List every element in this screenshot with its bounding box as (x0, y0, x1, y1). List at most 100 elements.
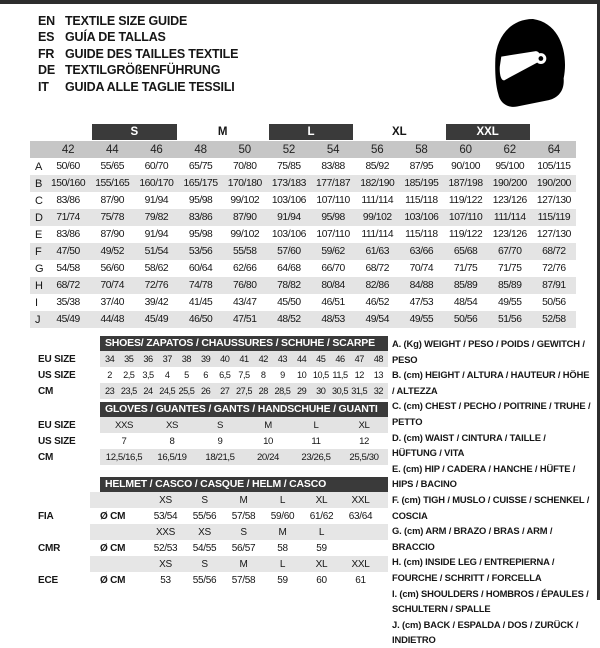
measure-value: 115/118 (405, 195, 438, 206)
measure-value: 83/86 (56, 229, 80, 240)
measure-value: 91/94 (277, 212, 301, 223)
measure-value: 127/130 (536, 195, 572, 206)
measure-value: 111/114 (361, 229, 394, 240)
measure-value: 60/64 (188, 263, 213, 274)
helmet-size-table: HELMET / CASCO / CASQUE / HELM / CASCO X… (38, 477, 388, 588)
measure-value: 37/40 (100, 297, 124, 308)
measure-row-e: E 83/86 87/90 91/94 95/98 99/102 103/106 107/11… (30, 226, 576, 243)
measure-value: 60/70 (144, 161, 169, 172)
measure-value: 160/170 (139, 178, 174, 189)
measure-value: 58/62 (144, 263, 169, 274)
sub-value: XS (166, 419, 178, 431)
sub-value: 45 (316, 354, 326, 364)
sub-value: 7,5 (238, 370, 250, 380)
helmet-value: 61/62 (309, 510, 334, 522)
sub-value: 23/26,5 (301, 451, 331, 463)
measure-value: 150/160 (51, 178, 86, 189)
language-code: FR (38, 46, 55, 61)
measure-value: 54/58 (56, 263, 80, 274)
sub-value: 2 (107, 370, 112, 380)
helmet-value: 61 (355, 574, 366, 586)
measure-value: 70/80 (232, 161, 257, 172)
measure-value: 111/114 (361, 195, 394, 206)
helmet-size-label: XL (315, 558, 328, 570)
measure-value: 43/47 (232, 297, 257, 308)
measure-value: 95/98 (188, 229, 213, 240)
measure-value: 46/50 (188, 314, 213, 325)
size-group-xxl: XXL (445, 124, 530, 140)
gloves-table-title: GLOVES / GUANTES / GANTS / HANDSCHUHE / … (100, 402, 388, 417)
sub-value: 48 (373, 354, 384, 364)
diameter-unit: Ø CM (100, 542, 126, 554)
sub-value: 12 (359, 435, 369, 447)
sub-value: 16,5/19 (157, 451, 187, 463)
helmet-value-row-ece: ECE Ø CM 53 55/56 57/58 59 60 61 (38, 572, 388, 588)
measure-row-h: H 68/72 70/74 72/76 74/78 76/80 78/82 80/84 82/8… (30, 277, 576, 294)
size-number-54: 54 (326, 143, 340, 156)
size-group-row: S M L XL XXL (30, 122, 576, 141)
legend-item-i: I. (cm) SHOULDERS / HOMBROS / ÉPAULES / … (392, 587, 589, 615)
certification-label: FIA (38, 510, 54, 522)
measure-row-label: J (35, 313, 41, 326)
measure-row-label: B (35, 177, 43, 190)
helmet-value: 54/55 (192, 542, 217, 554)
measure-value: 47/51 (232, 314, 257, 325)
certification-label: CMR (38, 542, 61, 554)
helmet-size-label: XL (315, 494, 328, 506)
size-number-62: 62 (503, 143, 517, 156)
gloves-table-row-cm: CM 12,5/16,5 16,5/19 18/21,5 20/24 23/26,5 25,… (38, 449, 388, 465)
helmet-size-label: L (279, 494, 286, 506)
sub-value: 8 (260, 370, 266, 380)
sub-value: 39 (200, 354, 211, 364)
sub-value: 27,5 (236, 386, 252, 396)
helmet-size-label: L (318, 526, 325, 538)
sub-value: 47 (354, 354, 365, 364)
measure-value: 71/74 (56, 212, 80, 223)
measure-value: 45/49 (56, 314, 80, 325)
measure-value: 87/90 (100, 195, 124, 206)
sub-value: 18/21,5 (205, 451, 235, 463)
measure-row-i: I 35/38 37/40 39/42 41/45 43/47 45/50 46/51 46/5… (30, 294, 576, 311)
sub-value: 12,5/16,5 (105, 451, 143, 463)
helmet-value: 56/57 (231, 542, 256, 554)
helmet-size-label: L (279, 558, 286, 570)
measure-value: 41/45 (188, 297, 213, 308)
measure-value: 95/100 (495, 161, 525, 172)
measure-value: 84/88 (409, 280, 434, 291)
sub-value: 34 (104, 354, 115, 364)
measure-value: 70/74 (100, 280, 124, 291)
measure-value: 123/126 (492, 229, 528, 240)
language-code: DE (38, 63, 55, 78)
language-title: GUIDA ALLE TAGLIE TESSILI (65, 79, 235, 94)
measure-row-label: H (35, 279, 43, 292)
legend-item-d: D. (cm) WAIST / CINTURA / TAILLE / HÜFTU… (392, 431, 546, 459)
measure-value: 119/122 (448, 195, 483, 206)
measure-value: 44/48 (100, 314, 124, 325)
gloves-table-row-us-size: US SIZE 7 8 9 10 11 12 (38, 433, 388, 449)
measure-value: 55/58 (232, 246, 257, 257)
measure-value: 165/175 (183, 178, 219, 189)
right-border (597, 0, 600, 600)
shoes-table-row-eu-size: EU SIZE 34 35 36 37 38 39 40 41 42 43 44 45 46 47 48 (38, 351, 388, 367)
measure-value: 87/91 (542, 280, 566, 291)
measure-row-c: C 83/86 87/90 91/94 95/98 99/102 103/106 107/11… (30, 192, 576, 209)
size-number-56: 56 (371, 143, 384, 156)
racing-helmet-icon (495, 18, 566, 107)
language-title-list: EN TEXTILE SIZE GUIDE ES GUÍA DE TALLAS FR GU… (38, 13, 238, 95)
sub-value: 5 (184, 370, 189, 380)
helmet-size-label: XXS (155, 526, 176, 538)
helmet-size-label: XXL (351, 558, 370, 570)
helmet-value-row-fia: FIA Ø CM 53/54 55/56 57/58 59/60 61/62 63/64 (38, 508, 388, 524)
measure-row-a: A 50/60 55/65 60/70 65/75 70/80 75/85 83/88 85/9… (30, 158, 576, 175)
sub-row-label: CM (38, 451, 54, 463)
language-title: TEXTILE SIZE GUIDE (65, 14, 188, 28)
measure-value: 71/75 (453, 263, 478, 274)
sub-value: 42 (258, 354, 269, 364)
measure-value: 91/94 (144, 229, 169, 240)
sub-value: 43 (277, 354, 288, 364)
measure-value: 35/38 (56, 297, 80, 308)
legend-item-e: E. (cm) HIP / CADERA / HANCHE / HÜFTE / … (392, 462, 576, 490)
measure-value: 107/110 (316, 195, 350, 206)
legend-item-c: C. (cm) CHEST / PECHO / POITRINE / TRUHE… (392, 400, 591, 427)
shoes-size-table: SHOES/ ZAPATOS / CHAUSSURES / SCHUHE / S… (38, 336, 388, 399)
